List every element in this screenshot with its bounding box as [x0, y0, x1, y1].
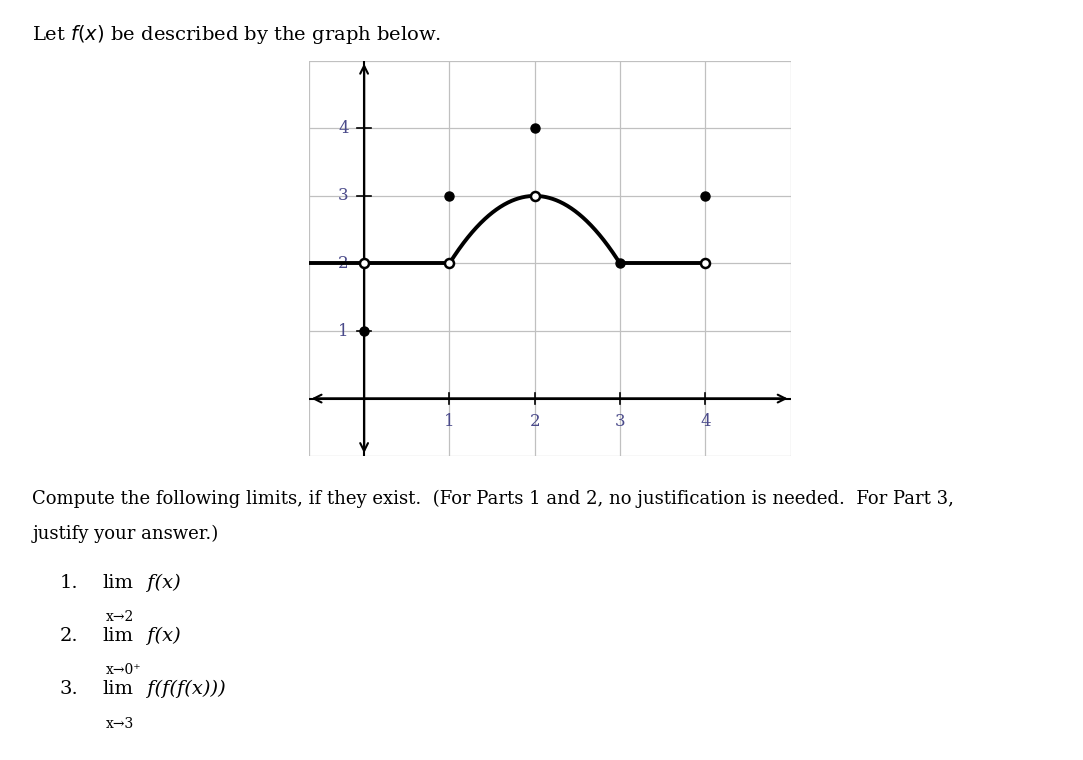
Text: 3.: 3.: [60, 680, 78, 698]
Text: 2: 2: [338, 255, 349, 272]
Text: x→2: x→2: [106, 610, 134, 624]
Text: 3: 3: [615, 413, 625, 430]
Text: lim: lim: [103, 627, 134, 645]
Text: Compute the following limits, if they exist.  (For Parts 1 and 2, no justificati: Compute the following limits, if they ex…: [32, 490, 954, 508]
Text: f(x): f(x): [141, 574, 181, 592]
Text: 1.: 1.: [60, 574, 78, 592]
Text: 2: 2: [530, 413, 540, 430]
Text: Let $f(x)$ be described by the graph below.: Let $f(x)$ be described by the graph bel…: [32, 23, 442, 46]
Text: 1: 1: [338, 322, 349, 340]
Text: f(x): f(x): [141, 627, 181, 645]
Text: 4: 4: [338, 120, 349, 137]
Text: 4: 4: [700, 413, 710, 430]
Text: 1: 1: [444, 413, 455, 430]
Text: justify your answer.): justify your answer.): [32, 524, 219, 543]
Text: f(f(f(x))): f(f(f(x))): [141, 680, 225, 698]
Text: 3: 3: [338, 188, 349, 204]
Text: 2.: 2.: [60, 627, 78, 645]
Text: x→3: x→3: [106, 717, 134, 730]
Text: lim: lim: [103, 680, 134, 698]
Text: x→0⁺: x→0⁺: [106, 663, 142, 677]
Text: lim: lim: [103, 574, 134, 592]
